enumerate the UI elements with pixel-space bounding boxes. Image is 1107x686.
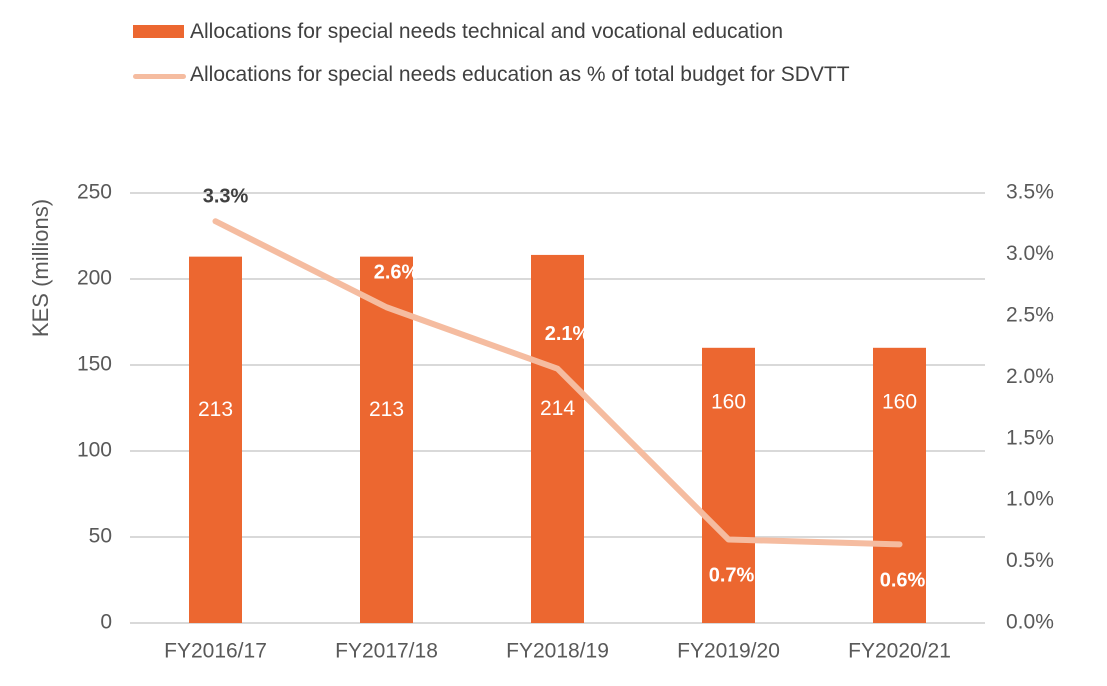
y2-axis-tick-label: 3.5%	[1006, 181, 1054, 204]
legend-item-line-series: Allocations for special needs education …	[133, 61, 893, 88]
x-axis-tick-label: FY2019/20	[677, 640, 780, 663]
x-axis-tick-label: FY2018/19	[506, 640, 609, 663]
bar-value-label: 213	[369, 398, 404, 421]
data-labels: 213 213 214 160 160 3.3% 2.6% 2.1% 0.7% 0.6%	[198, 186, 926, 592]
percent-value-label: 2.6%	[374, 262, 420, 284]
y-axis-tick-label: 150	[77, 353, 112, 376]
y2-axis-tick-label: 2.0%	[1006, 365, 1054, 388]
bar	[189, 256, 242, 623]
bar-series	[189, 254, 926, 624]
y-axis-tick-label: 100	[77, 439, 112, 462]
bar	[360, 256, 413, 623]
line-series	[212, 218, 903, 548]
y2-axis-tick-label: 2.5%	[1006, 303, 1054, 326]
legend-label-line-series: Allocations for special needs education …	[190, 63, 850, 86]
y-axis-title: KES (millions)	[28, 199, 53, 337]
x-axis-tick-label: FY2016/17	[164, 640, 267, 663]
bar-value-label: 160	[882, 390, 917, 413]
percent-value-label: 2.1%	[545, 323, 591, 345]
percent-value-label: 0.6%	[880, 570, 926, 592]
bar	[873, 347, 926, 623]
y-axis-tick-label: 250	[77, 181, 112, 204]
y2-axis-tick-label: 1.0%	[1006, 488, 1054, 511]
y-axis-tick-label: 0	[100, 611, 112, 634]
y2-axis-tick-label: 1.5%	[1006, 426, 1054, 449]
legend-label-bar-series: Allocations for special needs technical …	[190, 20, 784, 43]
y2-axis-tick-label: 0.5%	[1006, 549, 1054, 572]
bar-value-label: 214	[540, 397, 575, 420]
legend-item-bar-series: Allocations for special needs technical …	[133, 18, 893, 45]
y-axis-tick-label: 200	[77, 267, 112, 290]
percent-value-label: 3.3%	[203, 186, 249, 208]
legend-swatch-bar	[133, 25, 184, 38]
x-axis-tick-label: FY2017/18	[335, 640, 438, 663]
percent-value-label: 0.7%	[709, 565, 755, 587]
bar	[531, 254, 584, 624]
y2-axis-tick-label: 3.0%	[1006, 242, 1054, 265]
x-axis-tick-label: FY2020/21	[848, 640, 951, 663]
axes: 0 50 100 150 200 250 0.0% 0.5% 1.0% 1.5% 2.0% 2.5% 3…	[77, 181, 1054, 663]
bar	[702, 347, 755, 623]
y-axis-tick-label: 50	[89, 525, 112, 548]
bar-value-label: 213	[198, 398, 233, 421]
legend-swatch-line	[133, 74, 186, 79]
y2-axis-tick-label: 0.0%	[1006, 611, 1054, 634]
chart-legend: Allocations for special needs technical …	[133, 18, 893, 104]
bar-value-label: 160	[711, 390, 746, 413]
